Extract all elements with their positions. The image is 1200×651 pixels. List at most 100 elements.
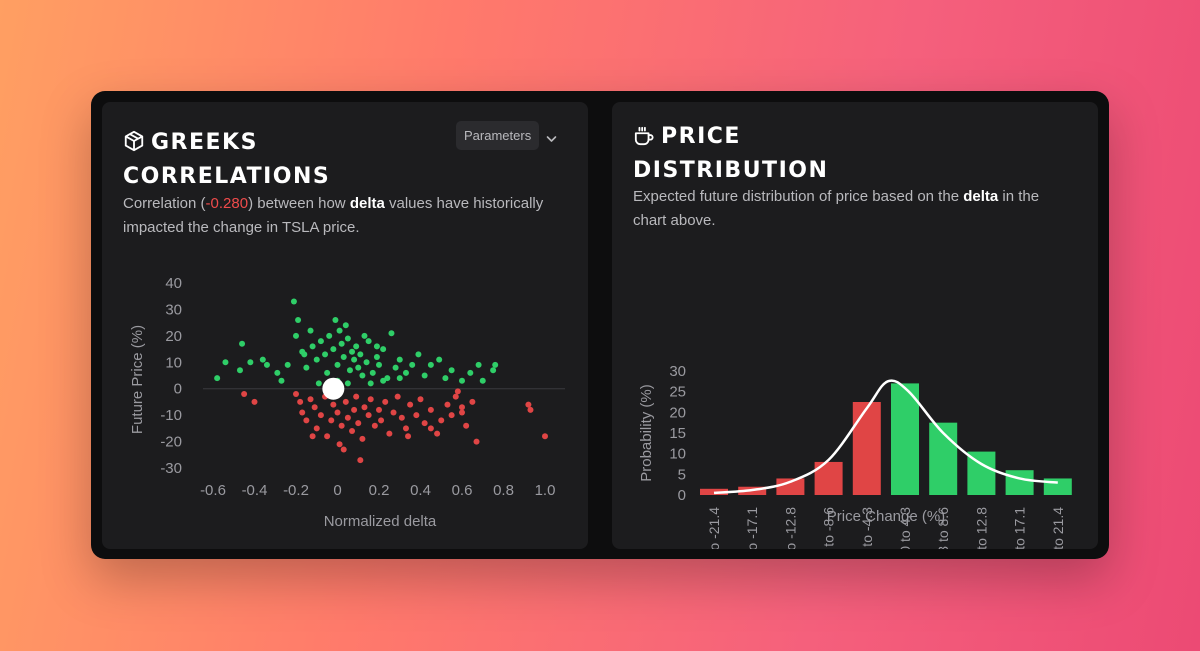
data-point (382, 398, 389, 405)
data-point (284, 361, 291, 368)
data-point (371, 422, 378, 429)
bar (852, 402, 881, 495)
data-point (330, 346, 337, 353)
data-point (351, 406, 358, 413)
data-point (332, 317, 339, 323)
data-point (479, 377, 486, 384)
x-tick-label: 8.6 to 12.8 (973, 507, 989, 549)
y-tick-label: -20 (160, 434, 182, 451)
y-tick-label: 0 (678, 487, 686, 504)
data-point (355, 420, 362, 427)
data-point (241, 391, 248, 397)
y-tick-label: 0 (174, 381, 182, 398)
data-point (369, 369, 376, 376)
data-point (427, 361, 434, 368)
data-point (363, 359, 370, 366)
x-tick-label: 0.8 (493, 482, 514, 499)
coffee-cup-icon (633, 124, 655, 155)
data-point (334, 361, 341, 368)
data-point (214, 375, 221, 382)
data-point (454, 388, 461, 395)
data-point (355, 364, 362, 371)
dashboard-frame: GREEKS CORRELATIONS Parameters Correlati… (91, 91, 1109, 559)
data-point (351, 356, 358, 363)
bar (891, 383, 919, 495)
data-point (299, 409, 306, 416)
data-point (247, 359, 254, 366)
data-point (396, 375, 403, 382)
data-point (409, 361, 416, 368)
parameters-label: Parameters (464, 128, 532, 143)
data-point (239, 340, 246, 347)
data-point (349, 428, 356, 434)
data-point (342, 322, 349, 329)
y-tick-label: 20 (669, 404, 686, 421)
data-point (357, 457, 364, 464)
distribution-description: Expected future distribution of price ba… (633, 188, 1040, 229)
correlation-value: -0.280 (205, 195, 249, 212)
data-point (373, 343, 380, 350)
scatter-chart: 40 30 20 10 0 -10 -20 -30 -0.6 -0.4 -0.2 0 0.2 0.4 0.6… (129, 275, 565, 530)
x-tick-label: -12.8 to -17.1 (744, 507, 760, 549)
data-point (334, 409, 341, 416)
data-point (365, 412, 372, 419)
y-tick-label: 20 (165, 328, 182, 345)
data-point (324, 369, 331, 376)
data-point (311, 404, 318, 411)
data-point (380, 377, 387, 384)
x-tick-label: -0.6 (200, 482, 226, 499)
x-tick-label: -17.1 to -21.4 (706, 507, 722, 549)
data-point (415, 351, 422, 358)
data-point (392, 364, 399, 371)
x-tick-label: -0.4 (242, 482, 268, 499)
x-tick-label: 0.6 (452, 482, 473, 499)
data-point (222, 359, 229, 366)
data-point (361, 332, 368, 339)
chevron-down-icon[interactable] (546, 130, 557, 148)
data-point (438, 417, 445, 424)
data-point (421, 372, 428, 379)
data-point (338, 340, 345, 347)
x-tick-label: 0.4 (410, 482, 431, 499)
density-curve (713, 379, 1058, 495)
data-point (309, 343, 316, 350)
current-delta-marker (322, 377, 345, 400)
data-point (388, 330, 395, 337)
x-axis-label: Price Change (%) (827, 508, 945, 525)
data-point (365, 338, 372, 345)
data-point (436, 356, 443, 363)
data-point (313, 356, 320, 363)
data-point (340, 446, 347, 453)
data-point (342, 398, 349, 405)
x-tick-label: 17.1 to 21.4 (1050, 507, 1066, 549)
parameters-button[interactable]: Parameters (456, 121, 540, 150)
data-point (542, 433, 548, 440)
data-point (469, 398, 476, 405)
data-point (301, 351, 308, 358)
data-point (353, 343, 360, 350)
x-tick-label: 12.8 to 17.1 (1012, 507, 1028, 549)
data-point (434, 430, 441, 437)
data-point (373, 354, 380, 360)
data-point (367, 380, 374, 387)
data-point (278, 377, 285, 384)
data-point (322, 351, 329, 358)
data-point (251, 398, 258, 405)
data-point (473, 438, 480, 445)
data-point (459, 377, 465, 384)
data-point (405, 433, 412, 440)
y-axis-label: Future Price (%) (129, 325, 146, 434)
x-tick-label: -0.2 (283, 482, 309, 499)
data-point (263, 361, 270, 368)
data-point (236, 367, 243, 374)
x-tick-label: 1.0 (535, 482, 556, 499)
panel-title: GREEKS CORRELATIONS (123, 127, 330, 192)
y-tick-label: 15 (669, 425, 686, 442)
data-point (349, 348, 356, 355)
data-point (407, 401, 414, 408)
data-point (402, 369, 409, 376)
y-axis-label: Probability (%) (638, 384, 655, 482)
data-point (344, 335, 351, 342)
data-point (293, 391, 299, 397)
data-point (448, 412, 455, 419)
